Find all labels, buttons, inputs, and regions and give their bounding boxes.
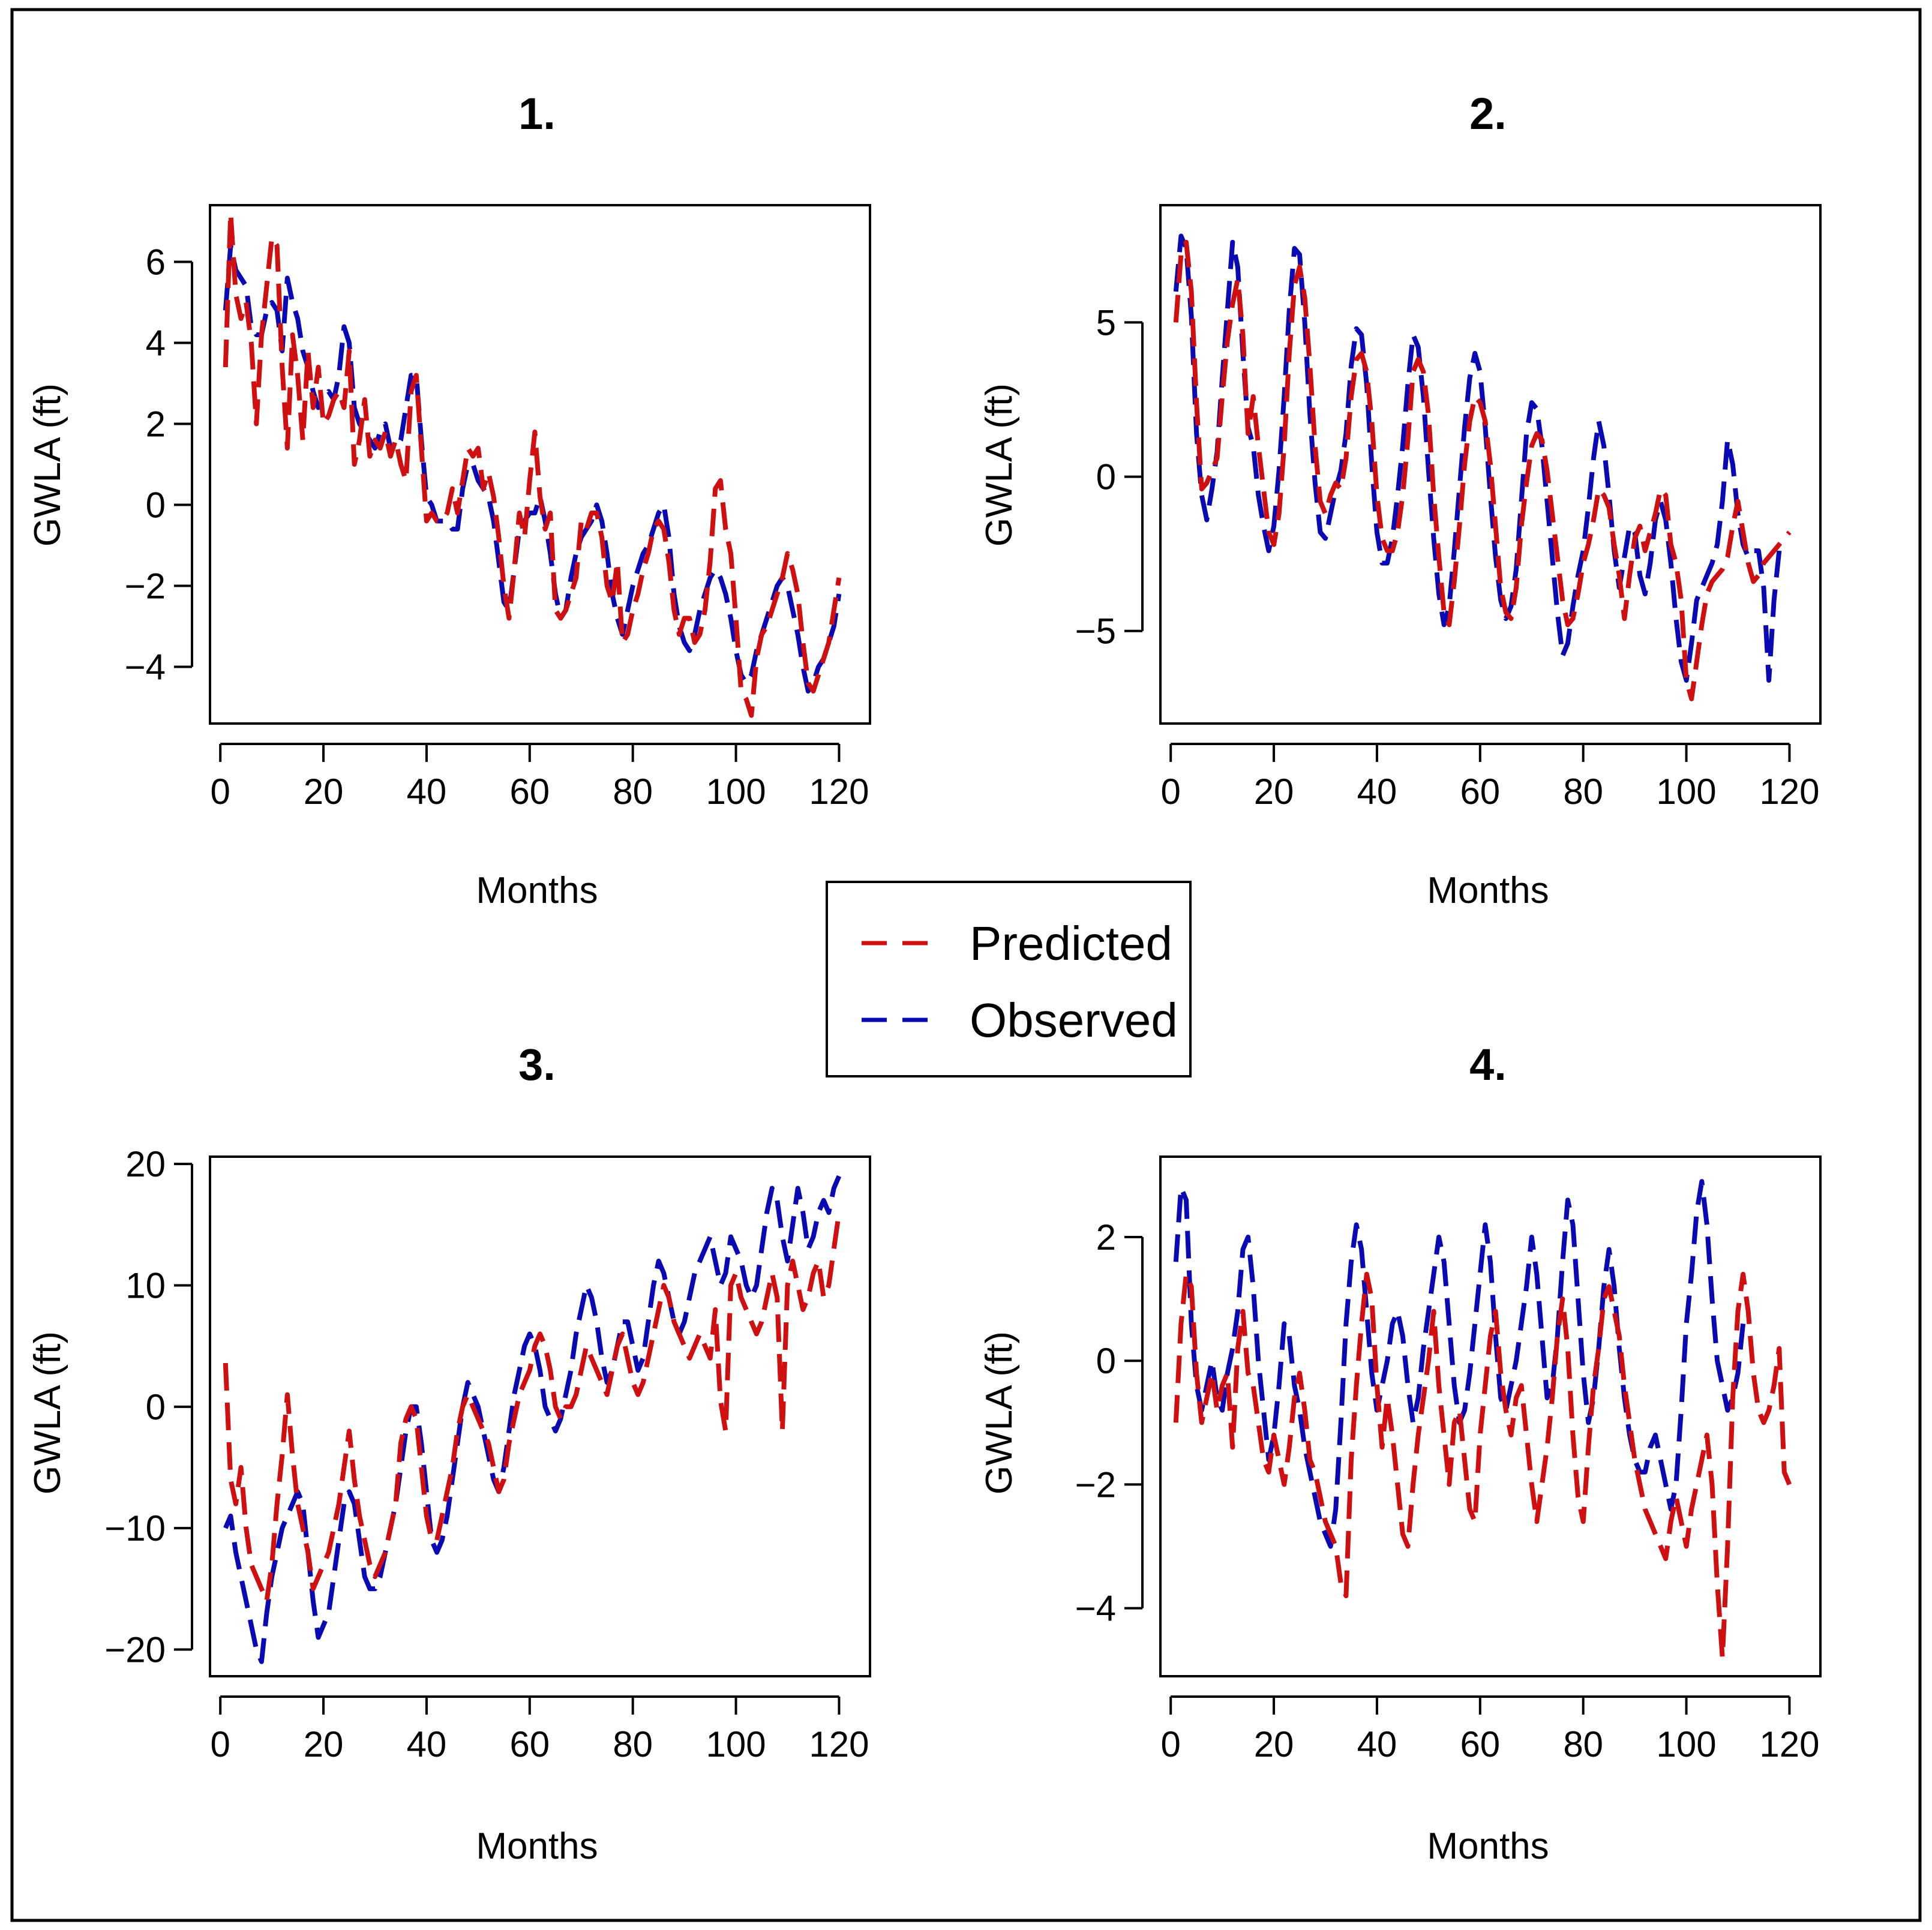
y-tick-label: 5: [1096, 302, 1116, 343]
x-tick-label: 0: [1161, 772, 1181, 812]
series-line-predicted: [223, 211, 842, 718]
x-tick-label: 40: [1357, 772, 1397, 812]
x-tick-label: 100: [1657, 772, 1717, 812]
y-tick-label: 4: [146, 323, 166, 364]
panel-4-series: [1173, 1179, 1792, 1661]
panel-4-y-axis: −4 −2 0 2: [1075, 1217, 1144, 1629]
x-tick-label: 80: [613, 1724, 653, 1764]
y-tick-label: −10: [104, 1508, 166, 1548]
x-tick-label: 120: [809, 1724, 869, 1764]
y-tick-label: −4: [125, 647, 166, 688]
series-line-observed: [223, 243, 842, 694]
series-line-predicted: [1173, 1271, 1792, 1661]
panel-4-ylabel: GWLA (ft): [979, 1331, 1020, 1494]
x-tick-label: 80: [1563, 1724, 1603, 1764]
y-tick-label: 10: [125, 1265, 166, 1305]
panel-2-series: [1173, 233, 1792, 701]
x-tick-label: 0: [1161, 1724, 1181, 1764]
x-tick-label: 60: [1460, 1724, 1500, 1764]
y-tick-label: 20: [125, 1144, 166, 1184]
x-tick-label: 0: [211, 772, 230, 812]
panel-3-title: 3.: [518, 1040, 556, 1089]
legend-box: [826, 881, 1192, 1077]
y-tick-label: 0: [146, 485, 166, 526]
x-tick-label: 20: [1254, 772, 1294, 812]
x-tick-label: 60: [509, 772, 550, 812]
y-tick-label: −5: [1075, 611, 1116, 652]
panel-4-title: 4.: [1469, 1040, 1507, 1089]
x-tick-label: 100: [1657, 1724, 1717, 1764]
panel-2-xlabel: Months: [1427, 870, 1549, 911]
x-tick-label: 20: [1254, 1724, 1294, 1764]
y-tick-label: −20: [104, 1629, 166, 1670]
panel-2: 2. Months GWLA (ft) 0 20 40 60 80 100 120 −5 0 5: [979, 89, 1822, 911]
x-tick-label: 0: [211, 1724, 230, 1764]
panel-1-title: 1.: [518, 89, 556, 139]
y-tick-label: −2: [125, 566, 166, 607]
y-tick-label: 0: [1096, 1341, 1116, 1381]
panel-2-y-axis: −5 0 5: [1075, 302, 1144, 652]
panel-2-x-axis: 0 20 40 60 80 100 120: [1161, 743, 1819, 812]
panel-2-plot-frame: [1159, 204, 1822, 725]
y-tick-label: 0: [146, 1387, 166, 1427]
legend-predicted-label: Predicted: [970, 917, 1172, 970]
panel-1-plot-frame: [209, 204, 871, 725]
figure-border: [10, 8, 1922, 1922]
panel-4-plot-frame: [1159, 1155, 1822, 1677]
panel-3-x-axis: 0 20 40 60 80 100 120: [211, 1695, 869, 1764]
panel-3-plot-frame: [209, 1155, 871, 1677]
x-tick-label: 120: [809, 772, 869, 812]
panel-4: 4. Months GWLA (ft) 0 20 40 60 80 100 120 −4−2…: [979, 1040, 1822, 1867]
legend: Predicted Observed: [826, 881, 1192, 1077]
panel-4-x-axis: 0 20 40 60 80 100 120: [1161, 1695, 1819, 1764]
series-line-observed: [1173, 233, 1782, 683]
x-tick-label: 60: [509, 1724, 550, 1764]
panel-1-series: [223, 211, 842, 718]
panel-3-y-axis: −20 −10 0 10 20: [104, 1144, 193, 1670]
x-tick-label: 120: [1759, 772, 1819, 812]
y-tick-label: 2: [1096, 1217, 1116, 1257]
x-tick-label: 80: [1563, 772, 1603, 812]
panel-2-ylabel: GWLA (ft): [979, 383, 1020, 547]
series-line-predicted: [223, 1212, 842, 1604]
x-tick-label: 100: [706, 1724, 766, 1764]
panel-3-ylabel: GWLA (ft): [27, 1331, 68, 1494]
y-tick-label: −2: [1075, 1464, 1116, 1505]
x-tick-label: 40: [407, 1724, 447, 1764]
panel-1-ylabel: GWLA (ft): [27, 383, 68, 547]
x-tick-label: 60: [1460, 772, 1500, 812]
series-line-observed: [223, 1175, 842, 1664]
x-tick-label: 40: [407, 772, 447, 812]
x-tick-label: 100: [706, 772, 766, 812]
panel-4-xlabel: Months: [1427, 1826, 1549, 1867]
x-tick-label: 40: [1357, 1724, 1397, 1764]
y-tick-label: 2: [146, 404, 166, 445]
legend-observed-label: Observed: [970, 993, 1178, 1047]
panel-2-title: 2.: [1469, 89, 1507, 139]
panel-1-y-axis: −4 −2 0 2 4 6: [125, 242, 193, 688]
panel-1-x-axis: 0 20 40 60 80 100 120: [211, 743, 869, 812]
panel-3: 3. Months GWLA (ft) 0 20 40 60 80 100 120 −20−…: [27, 1040, 871, 1867]
y-tick-label: 6: [146, 242, 166, 283]
y-tick-label: −4: [1075, 1589, 1116, 1629]
panel-3-xlabel: Months: [476, 1826, 598, 1867]
x-tick-label: 80: [613, 772, 653, 812]
x-tick-label: 120: [1759, 1724, 1819, 1764]
x-tick-label: 20: [304, 1724, 344, 1764]
y-tick-label: 0: [1096, 457, 1116, 497]
series-line-predicted: [1173, 239, 1792, 701]
panel-3-series: [223, 1175, 842, 1664]
panel-1: 1. Months GWLA (ft) 0 20 40 60 80 100 120 −4−2…: [27, 89, 871, 911]
x-tick-label: 20: [304, 772, 344, 812]
panel-1-xlabel: Months: [476, 870, 598, 911]
